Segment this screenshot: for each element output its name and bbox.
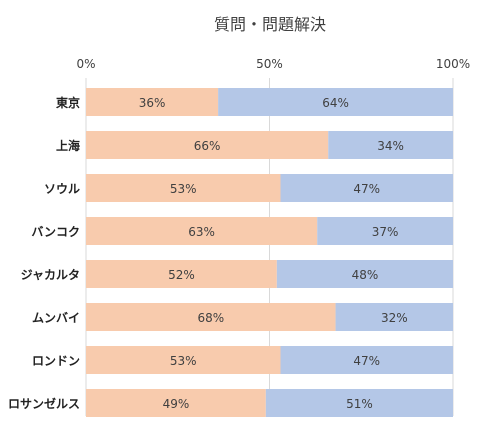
- bar-segment-1: [86, 346, 281, 374]
- bar-segment-2: [265, 389, 453, 417]
- data-label: 37%: [372, 225, 399, 239]
- category-label: バンコク: [31, 225, 80, 239]
- bar-segment-1: [86, 217, 318, 245]
- bar-segment-1: [86, 389, 266, 417]
- bar-segment-2: [280, 346, 453, 374]
- bar-segment-2: [276, 260, 453, 288]
- bar-segment-2: [317, 217, 453, 245]
- bar-segment-2: [280, 174, 453, 202]
- bar-segment-2: [335, 303, 453, 331]
- data-label: 47%: [353, 182, 380, 196]
- bar-row: 53% 47%: [86, 174, 453, 202]
- category-label: ムンバイ: [32, 311, 80, 325]
- bar-segment-1: [86, 131, 329, 159]
- data-label: 49%: [163, 397, 190, 411]
- bars: 36% 64% 66% 34% 53% 47% 63% 37% 52% 48% 68% 32% 53% 4…: [86, 88, 453, 417]
- x-tick-label: 50%: [256, 57, 283, 71]
- category-label: ジャカルタ: [21, 268, 80, 282]
- data-label: 34%: [377, 139, 404, 153]
- data-label: 52%: [168, 268, 195, 282]
- bar-row: 52% 48%: [86, 260, 453, 288]
- data-label: 53%: [170, 182, 197, 196]
- data-label: 36%: [139, 96, 166, 110]
- x-tick-label: 100%: [436, 57, 470, 71]
- x-axis-ticks: 0% 50% 100%: [76, 57, 470, 71]
- data-label: 47%: [353, 354, 380, 368]
- chart-title: 質問・問題解決: [214, 15, 326, 34]
- bar-row: 68% 32%: [86, 303, 453, 331]
- category-label: ソウル: [44, 182, 80, 196]
- bar-row: 63% 37%: [86, 217, 453, 245]
- data-label: 66%: [194, 139, 221, 153]
- bar-segment-1: [86, 260, 277, 288]
- bar-row: 53% 47%: [86, 346, 453, 374]
- bar-row: 49% 51%: [86, 389, 453, 417]
- category-label: 東京: [56, 95, 80, 110]
- data-label: 51%: [346, 397, 373, 411]
- bar-row: 66% 34%: [86, 131, 453, 159]
- category-label: 上海: [56, 138, 80, 153]
- data-label: 32%: [381, 311, 408, 325]
- bar-row: 36% 64%: [86, 88, 453, 116]
- bar-segment-1: [86, 174, 281, 202]
- bar-segment-2: [328, 131, 453, 159]
- data-label: 53%: [170, 354, 197, 368]
- data-label: 48%: [352, 268, 379, 282]
- data-label: 68%: [197, 311, 224, 325]
- data-label: 63%: [188, 225, 215, 239]
- data-label: 64%: [322, 96, 349, 110]
- bar-segment-1: [86, 303, 336, 331]
- category-label: ロンドン: [32, 354, 80, 368]
- x-tick-label: 0%: [76, 57, 95, 71]
- bar-segment-1: [86, 88, 219, 116]
- bar-segment-2: [218, 88, 453, 116]
- category-label: ロサンゼルス: [8, 396, 80, 411]
